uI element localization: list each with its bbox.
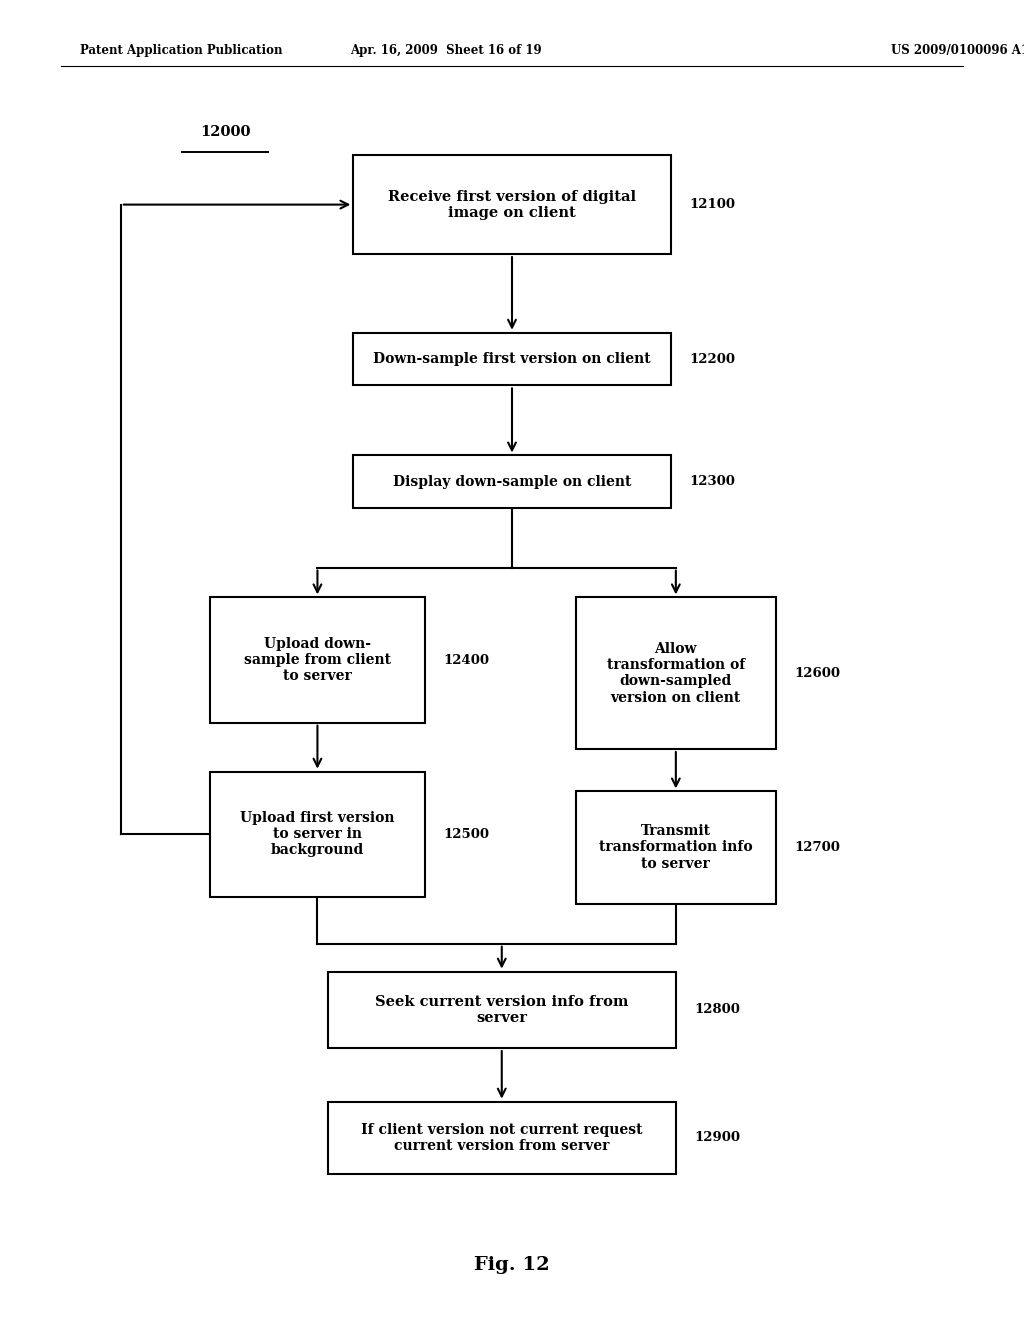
Text: Down-sample first version on client: Down-sample first version on client (373, 352, 651, 366)
Text: Receive first version of digital
image on client: Receive first version of digital image o… (388, 190, 636, 219)
Text: 12400: 12400 (443, 653, 489, 667)
Text: Apr. 16, 2009  Sheet 16 of 19: Apr. 16, 2009 Sheet 16 of 19 (349, 44, 542, 57)
Text: 12000: 12000 (200, 124, 251, 139)
Text: Transmit
transformation info
to server: Transmit transformation info to server (599, 824, 753, 871)
FancyBboxPatch shape (575, 791, 776, 903)
FancyBboxPatch shape (575, 597, 776, 750)
Text: Allow
transformation of
down-sampled
version on client: Allow transformation of down-sampled ver… (606, 642, 745, 705)
Text: 12500: 12500 (443, 828, 489, 841)
Text: 12900: 12900 (694, 1131, 740, 1144)
Text: Upload first version
to server in
background: Upload first version to server in backgr… (241, 810, 394, 858)
FancyBboxPatch shape (328, 972, 676, 1048)
FancyBboxPatch shape (353, 156, 671, 253)
Text: 12200: 12200 (689, 352, 735, 366)
Text: 12300: 12300 (689, 475, 735, 488)
FancyBboxPatch shape (353, 333, 671, 385)
Text: If client version not current request
current version from server: If client version not current request cu… (361, 1123, 642, 1152)
Text: Patent Application Publication: Patent Application Publication (80, 44, 283, 57)
Text: 12600: 12600 (795, 667, 840, 680)
Text: US 2009/0100096 A1: US 2009/0100096 A1 (891, 44, 1024, 57)
Text: 12800: 12800 (694, 1003, 740, 1016)
Text: Display down-sample on client: Display down-sample on client (393, 475, 631, 488)
Text: 12700: 12700 (795, 841, 840, 854)
Text: Seek current version info from
server: Seek current version info from server (375, 995, 629, 1024)
FancyBboxPatch shape (210, 597, 425, 722)
FancyBboxPatch shape (210, 771, 425, 898)
FancyBboxPatch shape (328, 1101, 676, 1175)
Text: 12100: 12100 (689, 198, 735, 211)
FancyBboxPatch shape (353, 455, 671, 508)
Text: Fig. 12: Fig. 12 (474, 1255, 550, 1274)
Text: Upload down-
sample from client
to server: Upload down- sample from client to serve… (244, 636, 391, 684)
